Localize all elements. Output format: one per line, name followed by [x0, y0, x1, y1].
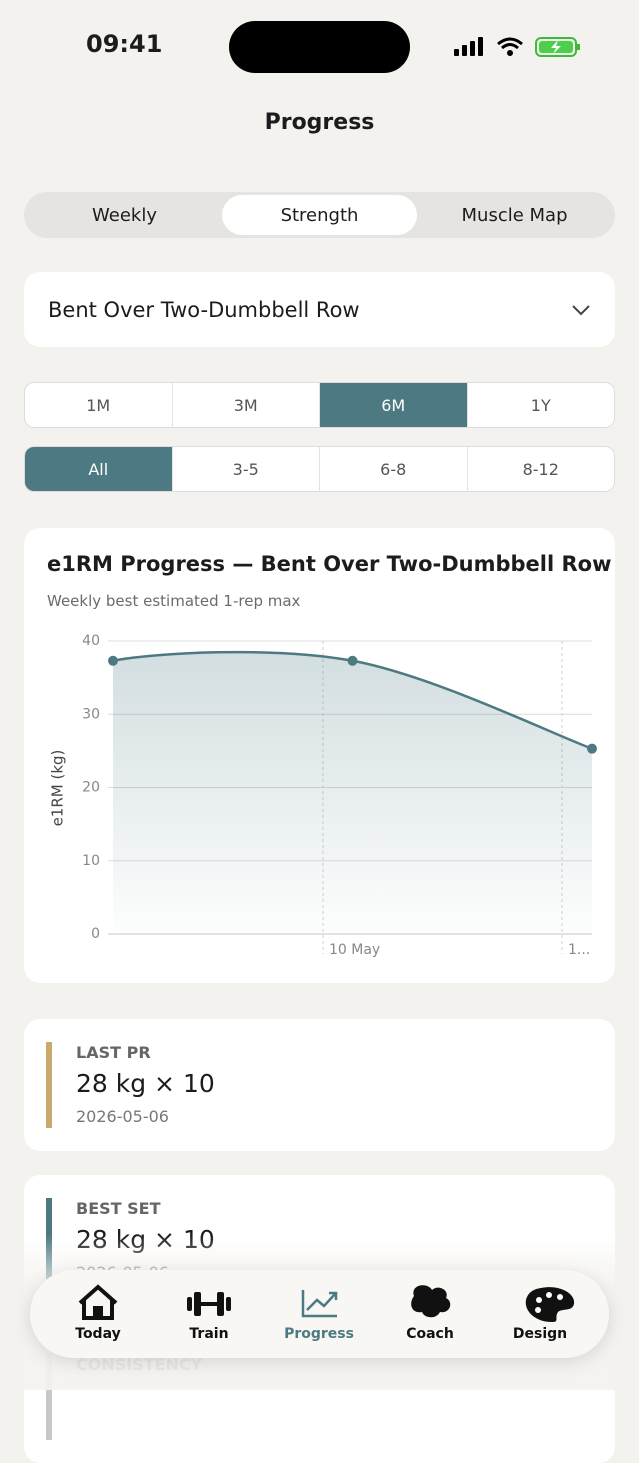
rep-option[interactable]: 6-8 — [319, 447, 467, 491]
chart-subtitle: Weekly best estimated 1-rep max — [47, 592, 301, 610]
chart-card: e1RM Progress — Bent Over Two-Dumbbell R… — [24, 528, 615, 983]
nav-item[interactable]: Today — [75, 1326, 121, 1342]
range-option[interactable]: 6M — [319, 383, 467, 427]
nav-item[interactable]: Progress — [284, 1326, 354, 1342]
stat-value: 28 kg × 10 — [76, 1069, 215, 1098]
point — [587, 743, 597, 754]
rep-filter: All 3-5 6-8 8-12 — [24, 446, 615, 492]
stat-label: LAST PR — [76, 1043, 151, 1062]
range-option[interactable]: 3M — [171, 383, 320, 427]
nav-icons — [78, 1284, 575, 1322]
screen: 09:41 Progress Weekly Strength Muscle Map … — [0, 21, 639, 1463]
page-title: Progress — [264, 110, 375, 135]
x-tick-label: 10 May — [329, 942, 380, 958]
tab[interactable]: Muscle Map — [461, 204, 568, 226]
chevron — [572, 304, 590, 315]
tab-control: Weekly Strength Muscle Map — [24, 192, 615, 238]
nav-item[interactable]: Design — [512, 1326, 568, 1342]
stat-accent — [46, 1042, 52, 1128]
tab-bar: Today Train Progress Coach Design — [30, 1270, 609, 1358]
stat-date: 2026-05-06 — [76, 1107, 169, 1126]
y-tick-label: 0 — [91, 926, 100, 942]
status-time: 09:41 — [86, 30, 163, 58]
tab[interactable]: Weekly — [92, 204, 157, 226]
nav-item[interactable]: Coach — [406, 1326, 454, 1342]
rep-option[interactable]: All — [25, 447, 172, 491]
range-option[interactable]: 1M — [86, 395, 111, 415]
tab[interactable]: Strength — [222, 195, 417, 235]
stat-card: LAST PR 28 kg × 10 2026-05-06 — [24, 1019, 615, 1151]
exercise-select[interactable]: Bent Over Two-Dumbbell Row — [24, 272, 615, 347]
status-icons — [454, 37, 580, 57]
stat-label: BEST SET — [76, 1199, 161, 1218]
point — [347, 655, 358, 666]
area — [113, 652, 592, 934]
rep-option[interactable]: 8-12 — [466, 447, 615, 491]
y-tick-label: 10 — [82, 853, 100, 869]
chart: e1RM (kg) 0 10 20 30 40 10 May 1... — [49, 633, 597, 958]
chart-title: e1RM Progress — Bent Over Two-Dumbbell R… — [47, 552, 612, 576]
y-tick-label: 40 — [82, 633, 100, 649]
exercise-label: Bent Over Two-Dumbbell Row — [48, 297, 360, 322]
range-option[interactable]: 1Y — [466, 383, 615, 427]
x-tick-label: 1... — [568, 942, 590, 958]
point — [108, 655, 118, 666]
rep-option[interactable]: 3-5 — [171, 447, 320, 491]
y-tick-label: 30 — [82, 706, 100, 722]
range-control: 1M 3M 6M 1Y — [24, 382, 615, 428]
y-axis-label: e1RM (kg) — [49, 750, 67, 827]
dynamic-island — [229, 21, 410, 73]
nav-item[interactable]: Train — [189, 1326, 229, 1342]
y-tick-label: 20 — [82, 780, 100, 796]
